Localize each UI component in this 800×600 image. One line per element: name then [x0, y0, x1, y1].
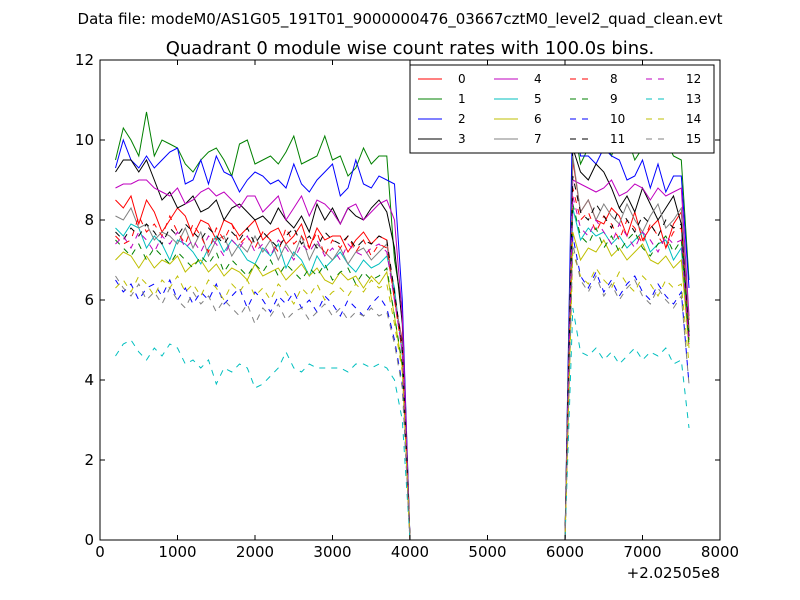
x-tick-label: 4000 — [391, 543, 429, 561]
series-line-11 — [115, 175, 690, 541]
x-tick-label: 8000 — [701, 543, 739, 561]
x-tick-label: 5000 — [468, 543, 506, 561]
y-tick-label: 6 — [84, 291, 94, 309]
y-tick-label: 2 — [84, 451, 94, 469]
legend-label-11: 11 — [610, 132, 625, 146]
y-tick-label: 8 — [84, 211, 94, 229]
y-tick-label: 4 — [84, 371, 94, 389]
x-tick-label: 2000 — [236, 543, 274, 561]
x-tick-label: 1000 — [158, 543, 196, 561]
series-line-15 — [115, 243, 690, 541]
legend-label-8: 8 — [610, 72, 618, 86]
series-line-10 — [115, 235, 690, 541]
y-tick-label: 0 — [84, 531, 94, 549]
y-tick-label: 10 — [75, 131, 94, 149]
x-tick-label: 7000 — [623, 543, 661, 561]
legend-label-4: 4 — [534, 72, 542, 86]
series-line-7 — [115, 155, 690, 541]
x-tick-label: 6000 — [546, 543, 584, 561]
legend-label-1: 1 — [458, 92, 466, 106]
legend-label-0: 0 — [458, 72, 466, 86]
x-tick-label: 0 — [95, 543, 105, 561]
legend-label-14: 14 — [686, 112, 701, 126]
y-tick-label: 12 — [75, 51, 94, 69]
plot-area: 0 1000 2000 3000 4000 5000 6000 7000 80000246810… — [75, 51, 739, 561]
legend-label-13: 13 — [686, 92, 701, 106]
x-tick-label: 3000 — [313, 543, 351, 561]
legend-label-9: 9 — [610, 92, 618, 106]
legend-label-2: 2 — [458, 112, 466, 126]
series-line-9 — [115, 203, 690, 541]
legend-label-6: 6 — [534, 112, 542, 126]
data-file-caption: Data file: modeM0/AS1G05_191T01_90000004… — [78, 10, 723, 29]
series-line-2 — [115, 99, 690, 541]
series-line-13 — [115, 307, 690, 541]
legend-label-10: 10 — [610, 112, 625, 126]
legend-label-15: 15 — [686, 132, 701, 146]
series-line-4 — [115, 179, 690, 541]
series-line-14 — [115, 251, 690, 541]
legend-box — [409, 64, 715, 154]
legend-label-12: 12 — [686, 72, 701, 86]
legend-label-3: 3 — [458, 132, 466, 146]
chart-title: Quadrant 0 module wise count rates with … — [166, 38, 655, 59]
x-axis-offset-label: +2.02505e8 — [627, 564, 720, 582]
legend-label-7: 7 — [534, 132, 542, 146]
legend-label-5: 5 — [534, 92, 542, 106]
series-line-6 — [115, 231, 690, 541]
